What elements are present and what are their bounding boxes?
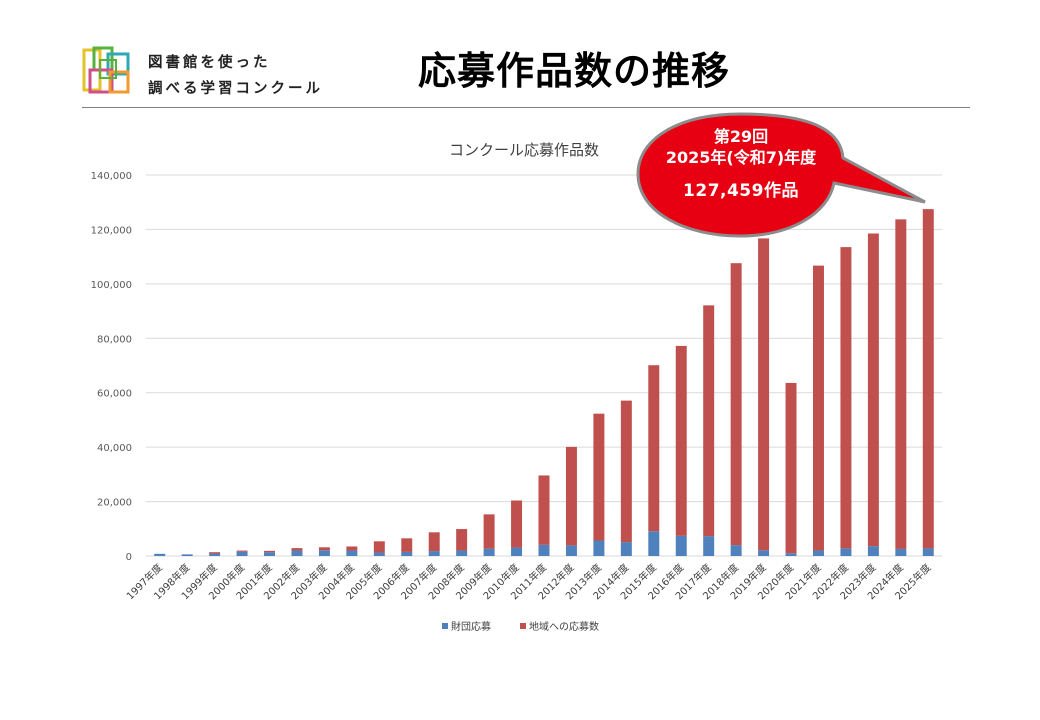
bar-segment-regional [895, 219, 907, 549]
bar-segment-regional [346, 546, 358, 551]
bar-segment-regional [867, 233, 879, 547]
bar-segment-regional [785, 382, 797, 554]
bar-segment-foundation [236, 551, 248, 556]
bar-segment-regional [840, 247, 852, 549]
bar-segment-foundation [346, 550, 358, 556]
bar-segment-foundation [401, 551, 413, 556]
bar-segment-foundation [593, 540, 605, 556]
brand-line-2: 調べる学習コンクール [148, 81, 323, 97]
callout-line-2: 2025年(令和7)年度 [665, 148, 817, 167]
y-tick-label: 120,000 [91, 225, 132, 236]
callout-line-1: 第29回 [713, 127, 769, 146]
y-tick-label: 0 [126, 552, 132, 563]
bar-segment-regional [648, 365, 660, 532]
bar-segment-foundation [648, 531, 660, 556]
bar-segment-foundation [703, 536, 715, 556]
y-tick-label: 80,000 [97, 334, 132, 345]
logo-icon [82, 46, 130, 94]
callout-shape [636, 112, 926, 238]
bar-segment-foundation [565, 545, 577, 556]
bar-segment-regional [620, 400, 632, 543]
callout-line-3: 127,459作品 [683, 181, 799, 201]
y-tick-label: 60,000 [97, 389, 132, 400]
y-tick-label: 40,000 [97, 443, 132, 454]
bar-segment-regional [593, 413, 605, 541]
bar-segment-foundation [373, 552, 385, 556]
bar-segment-foundation [154, 553, 166, 556]
bar-segment-foundation [675, 535, 687, 556]
bar-segment-regional [236, 550, 248, 552]
bar-segment-foundation [785, 553, 797, 556]
bar-segment-regional [318, 547, 330, 551]
legend-label: 地域への応募数 [529, 620, 599, 633]
bar-segment-foundation [812, 550, 824, 556]
bar-segment-foundation [209, 553, 221, 556]
bar-segment-foundation [895, 548, 907, 556]
bar-segment-regional [675, 345, 687, 536]
bar-segment-regional [456, 529, 468, 551]
bar-segment-regional [291, 548, 303, 551]
bar-segment-foundation [620, 542, 632, 556]
bar-segment-regional [401, 538, 413, 552]
bar-segment-foundation [840, 548, 852, 556]
bar-segment-regional [703, 305, 715, 537]
bar-segment-regional [373, 541, 385, 553]
bar-segment-regional [730, 263, 742, 546]
bar-segment-foundation [758, 550, 770, 556]
y-tick-label: 140,000 [91, 171, 132, 182]
bar-segment-foundation [264, 552, 276, 556]
bar-segment-regional [565, 446, 577, 546]
bar-segment-foundation [511, 547, 523, 556]
y-tick-label: 100,000 [91, 280, 132, 291]
bar-segment-regional [428, 532, 440, 552]
bar-segment-regional [483, 514, 495, 549]
y-tick-label: 20,000 [97, 498, 132, 509]
bar-segment-foundation [922, 548, 934, 556]
chart-title: コンクール応募作品数 [449, 141, 599, 159]
bar-segment-regional [812, 265, 824, 551]
bar-segment-regional [538, 475, 550, 545]
bar-segment-foundation [483, 548, 495, 556]
bar-segment-regional [209, 552, 221, 554]
bar-segment-foundation [291, 550, 303, 556]
brand-line-1: 図書館を使った [148, 55, 271, 71]
bar-segment-foundation [181, 554, 193, 556]
page-title: 応募作品数の推移 [418, 49, 731, 93]
bar-segment-regional [922, 209, 934, 549]
callout-text: 第29回 2025年(令和7)年度 127,459作品 [638, 127, 844, 203]
bar-segment-regional [264, 550, 276, 553]
bar-segment-regional [758, 238, 770, 551]
bar-segment-foundation [730, 545, 742, 556]
legend-label: 財団応募 [451, 620, 491, 633]
bar-segment-foundation [867, 546, 879, 556]
legend-swatch [442, 623, 448, 629]
bar-segment-regional [511, 500, 523, 548]
brand-name: 図書館を使った 調べる学習コンクール [148, 50, 323, 102]
header-divider [82, 107, 970, 108]
bar-segment-foundation [538, 544, 550, 556]
bar-segment-foundation [456, 550, 468, 556]
bar-segment-foundation [428, 551, 440, 556]
legend-swatch [520, 623, 526, 629]
bar-segment-foundation [318, 550, 330, 556]
